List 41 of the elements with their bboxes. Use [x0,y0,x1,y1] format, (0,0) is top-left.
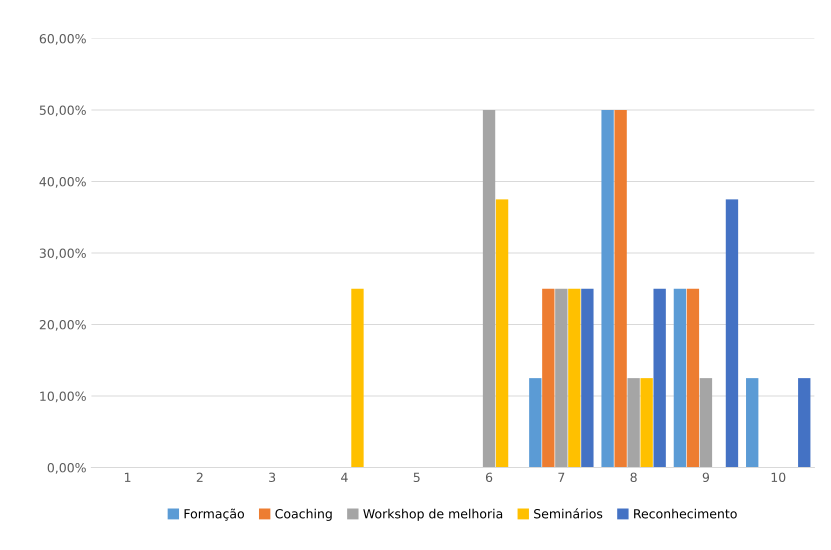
legend-label: Formação [184,508,244,521]
y-tick-label: 0,00% [48,462,86,474]
x-tick-label: 9 [702,472,710,482]
y-tick-label: 50,00% [40,105,86,116]
legend-label: Reconhecimento [634,508,737,518]
bar [726,199,738,468]
bar [601,110,614,468]
bar [529,378,542,468]
x-tick-label: 4 [341,472,348,482]
bar [798,378,810,468]
bar [700,378,712,468]
bar [568,288,581,468]
bar [653,288,666,468]
x-tick-label: 3 [269,472,276,482]
bar [746,378,758,468]
bar [640,378,653,468]
legend-label: Seminários [534,508,602,518]
x-tick-label: 2 [196,472,203,482]
x-tick-label: 8 [630,472,637,482]
bar [351,288,364,468]
bar [496,199,508,468]
x-tick-label: 5 [414,472,420,482]
y-tick-label: 60,00% [40,34,86,45]
y-tick-label: 10,00% [40,391,86,402]
bar [627,378,640,468]
bar [674,288,686,468]
y-tick-label: 40,00% [40,176,86,188]
x-tick-label: 10 [772,472,786,482]
legend-label: Workshop de melhoria [363,508,502,521]
bar [482,110,496,468]
y-tick-label: 30,00% [40,248,86,260]
bar [686,288,700,468]
legend-label: Coaching [275,508,332,521]
x-tick-label: 1 [124,472,130,482]
bar [614,110,627,468]
bar [542,288,555,468]
x-tick-label: 7 [558,472,564,482]
x-tick-label: 6 [486,472,492,482]
y-tick-label: 20,00% [40,320,86,331]
bar [581,288,594,468]
bar [555,288,568,468]
